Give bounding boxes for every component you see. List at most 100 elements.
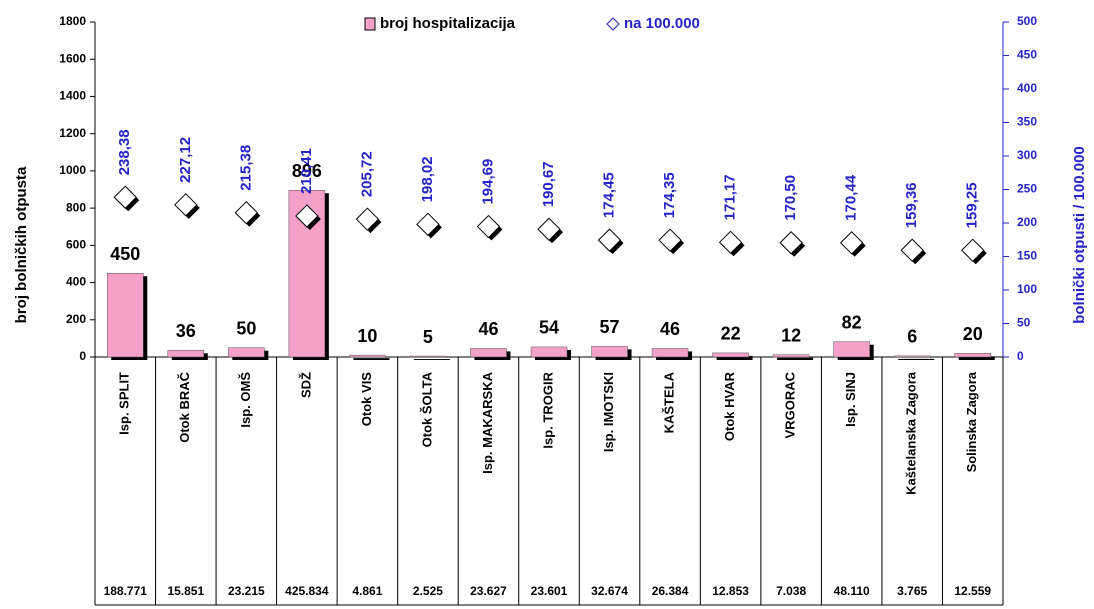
x-tick-label: Isp. SPLIT xyxy=(117,372,132,435)
y2-tick-label: 500 xyxy=(1017,14,1037,28)
population-value: 188.771 xyxy=(104,584,148,598)
x-tick-label: Isp. TROGIR xyxy=(540,371,555,448)
bar-value-label: 6 xyxy=(907,327,917,347)
x-tick-label: Otok ŠOLTA xyxy=(419,371,434,447)
y-tick-label: 200 xyxy=(66,312,86,326)
bar xyxy=(651,348,689,358)
y-tick-label: 0 xyxy=(79,349,86,363)
marker-value-label: 190,67 xyxy=(540,161,557,207)
y-tick-label: 1800 xyxy=(59,14,86,28)
bar-shadow xyxy=(353,358,390,360)
population-value: 12.559 xyxy=(954,584,991,598)
population-value: 26.384 xyxy=(652,584,689,598)
x-tick-label: Isp. OMŠ xyxy=(238,372,253,428)
marker-value-label: 194,69 xyxy=(479,159,496,205)
x-tick-label: Isp. IMOTSKI xyxy=(601,372,616,452)
bar-shadow xyxy=(777,357,814,360)
bar xyxy=(470,348,507,358)
x-tick-label: Kaštelanska Zagora xyxy=(904,371,919,495)
population-value: 32.674 xyxy=(591,584,628,598)
marker xyxy=(174,193,198,217)
population-value: 2.525 xyxy=(413,584,443,598)
x-tick-label: Otok VIS xyxy=(359,372,374,427)
marker xyxy=(416,212,440,237)
bar xyxy=(167,350,205,358)
y2-tick-label: 350 xyxy=(1017,115,1037,129)
y-tick-label: 800 xyxy=(66,200,86,214)
population-value: 15.851 xyxy=(167,584,204,598)
marker xyxy=(718,230,743,255)
marker-value-label: 227,12 xyxy=(177,137,194,183)
y2-axis-title: bolnički otpusti / 100.000 xyxy=(1071,146,1088,324)
bar xyxy=(228,347,265,358)
bar xyxy=(409,355,447,358)
marker xyxy=(900,238,924,262)
bar-value-label: 82 xyxy=(842,312,862,332)
bar xyxy=(591,346,628,358)
marker-value-label: 159,36 xyxy=(903,182,920,228)
population-value: 23.627 xyxy=(470,584,507,598)
bar-value-label: 20 xyxy=(963,324,983,344)
marker xyxy=(476,214,501,239)
bar-value-label: 57 xyxy=(600,317,620,337)
marker xyxy=(779,231,803,255)
y-tick-label: 400 xyxy=(66,275,86,289)
marker-value-label: 159,25 xyxy=(964,182,981,228)
marker-value-label: 174,35 xyxy=(661,172,678,218)
x-tick-label: VRGORAC xyxy=(783,371,798,438)
legend-marker xyxy=(606,17,620,31)
population-value: 23.215 xyxy=(228,584,265,598)
marker-value-label: 170,44 xyxy=(843,174,860,221)
marker xyxy=(234,200,259,225)
marker-value-label: 205,72 xyxy=(358,151,375,197)
bar-shadow xyxy=(716,355,753,360)
y-tick-label: 1200 xyxy=(59,126,86,140)
bar xyxy=(530,346,568,358)
marker-value-label: 198,02 xyxy=(419,156,436,202)
x-tick-label: Otok HVAR xyxy=(722,371,737,441)
bar-value-label: 10 xyxy=(357,326,377,346)
bar-value-label: 36 xyxy=(176,321,196,341)
bar-value-label: 5 xyxy=(423,327,433,347)
y2-tick-label: 0 xyxy=(1017,349,1024,363)
bar-value-label: 54 xyxy=(539,318,559,338)
bar xyxy=(893,355,931,358)
legend-label: broj hospitalizacija xyxy=(380,15,516,32)
marker xyxy=(537,217,561,241)
y2-tick-label: 250 xyxy=(1017,182,1037,196)
bar-shadow xyxy=(413,359,450,360)
marker-value-label: 215,38 xyxy=(237,145,254,191)
x-tick-label: Otok BRAČ xyxy=(177,371,192,442)
x-tick-label: SDŽ xyxy=(298,372,313,398)
y2-tick-label: 450 xyxy=(1017,48,1037,62)
marker-value-label: 174,45 xyxy=(601,172,618,218)
bar-shadow xyxy=(898,358,935,360)
population-value: 425.834 xyxy=(285,584,329,598)
bar xyxy=(712,352,749,358)
population-value: 4.861 xyxy=(352,584,382,598)
bar xyxy=(349,354,386,358)
y-axis-title: broj bolničkih otpusta xyxy=(13,166,30,323)
marker xyxy=(961,238,985,263)
y2-tick-label: 50 xyxy=(1017,316,1031,330)
marker xyxy=(355,207,380,231)
population-value: 23.601 xyxy=(531,584,568,598)
bar-value-label: 46 xyxy=(660,319,680,339)
bar-value-label: 46 xyxy=(478,319,498,339)
bar-value-label: 896 xyxy=(292,161,322,181)
y2-tick-label: 150 xyxy=(1017,249,1037,263)
bar xyxy=(833,341,870,358)
x-tick-label: Solinska Zagora xyxy=(964,371,979,472)
bar xyxy=(772,354,810,358)
bar-value-label: 12 xyxy=(781,326,801,346)
x-tick-label: Isp. MAKARSKA xyxy=(480,371,495,473)
x-tick-label: Isp. SINJ xyxy=(843,372,858,427)
bar-value-label: 50 xyxy=(236,318,256,338)
y2-tick-label: 100 xyxy=(1017,282,1037,296)
bar-value-label: 450 xyxy=(110,244,140,264)
population-value: 7.038 xyxy=(776,584,806,598)
y2-tick-label: 200 xyxy=(1017,215,1037,229)
y-tick-label: 1400 xyxy=(59,89,86,103)
population-value: 3.765 xyxy=(897,584,927,598)
